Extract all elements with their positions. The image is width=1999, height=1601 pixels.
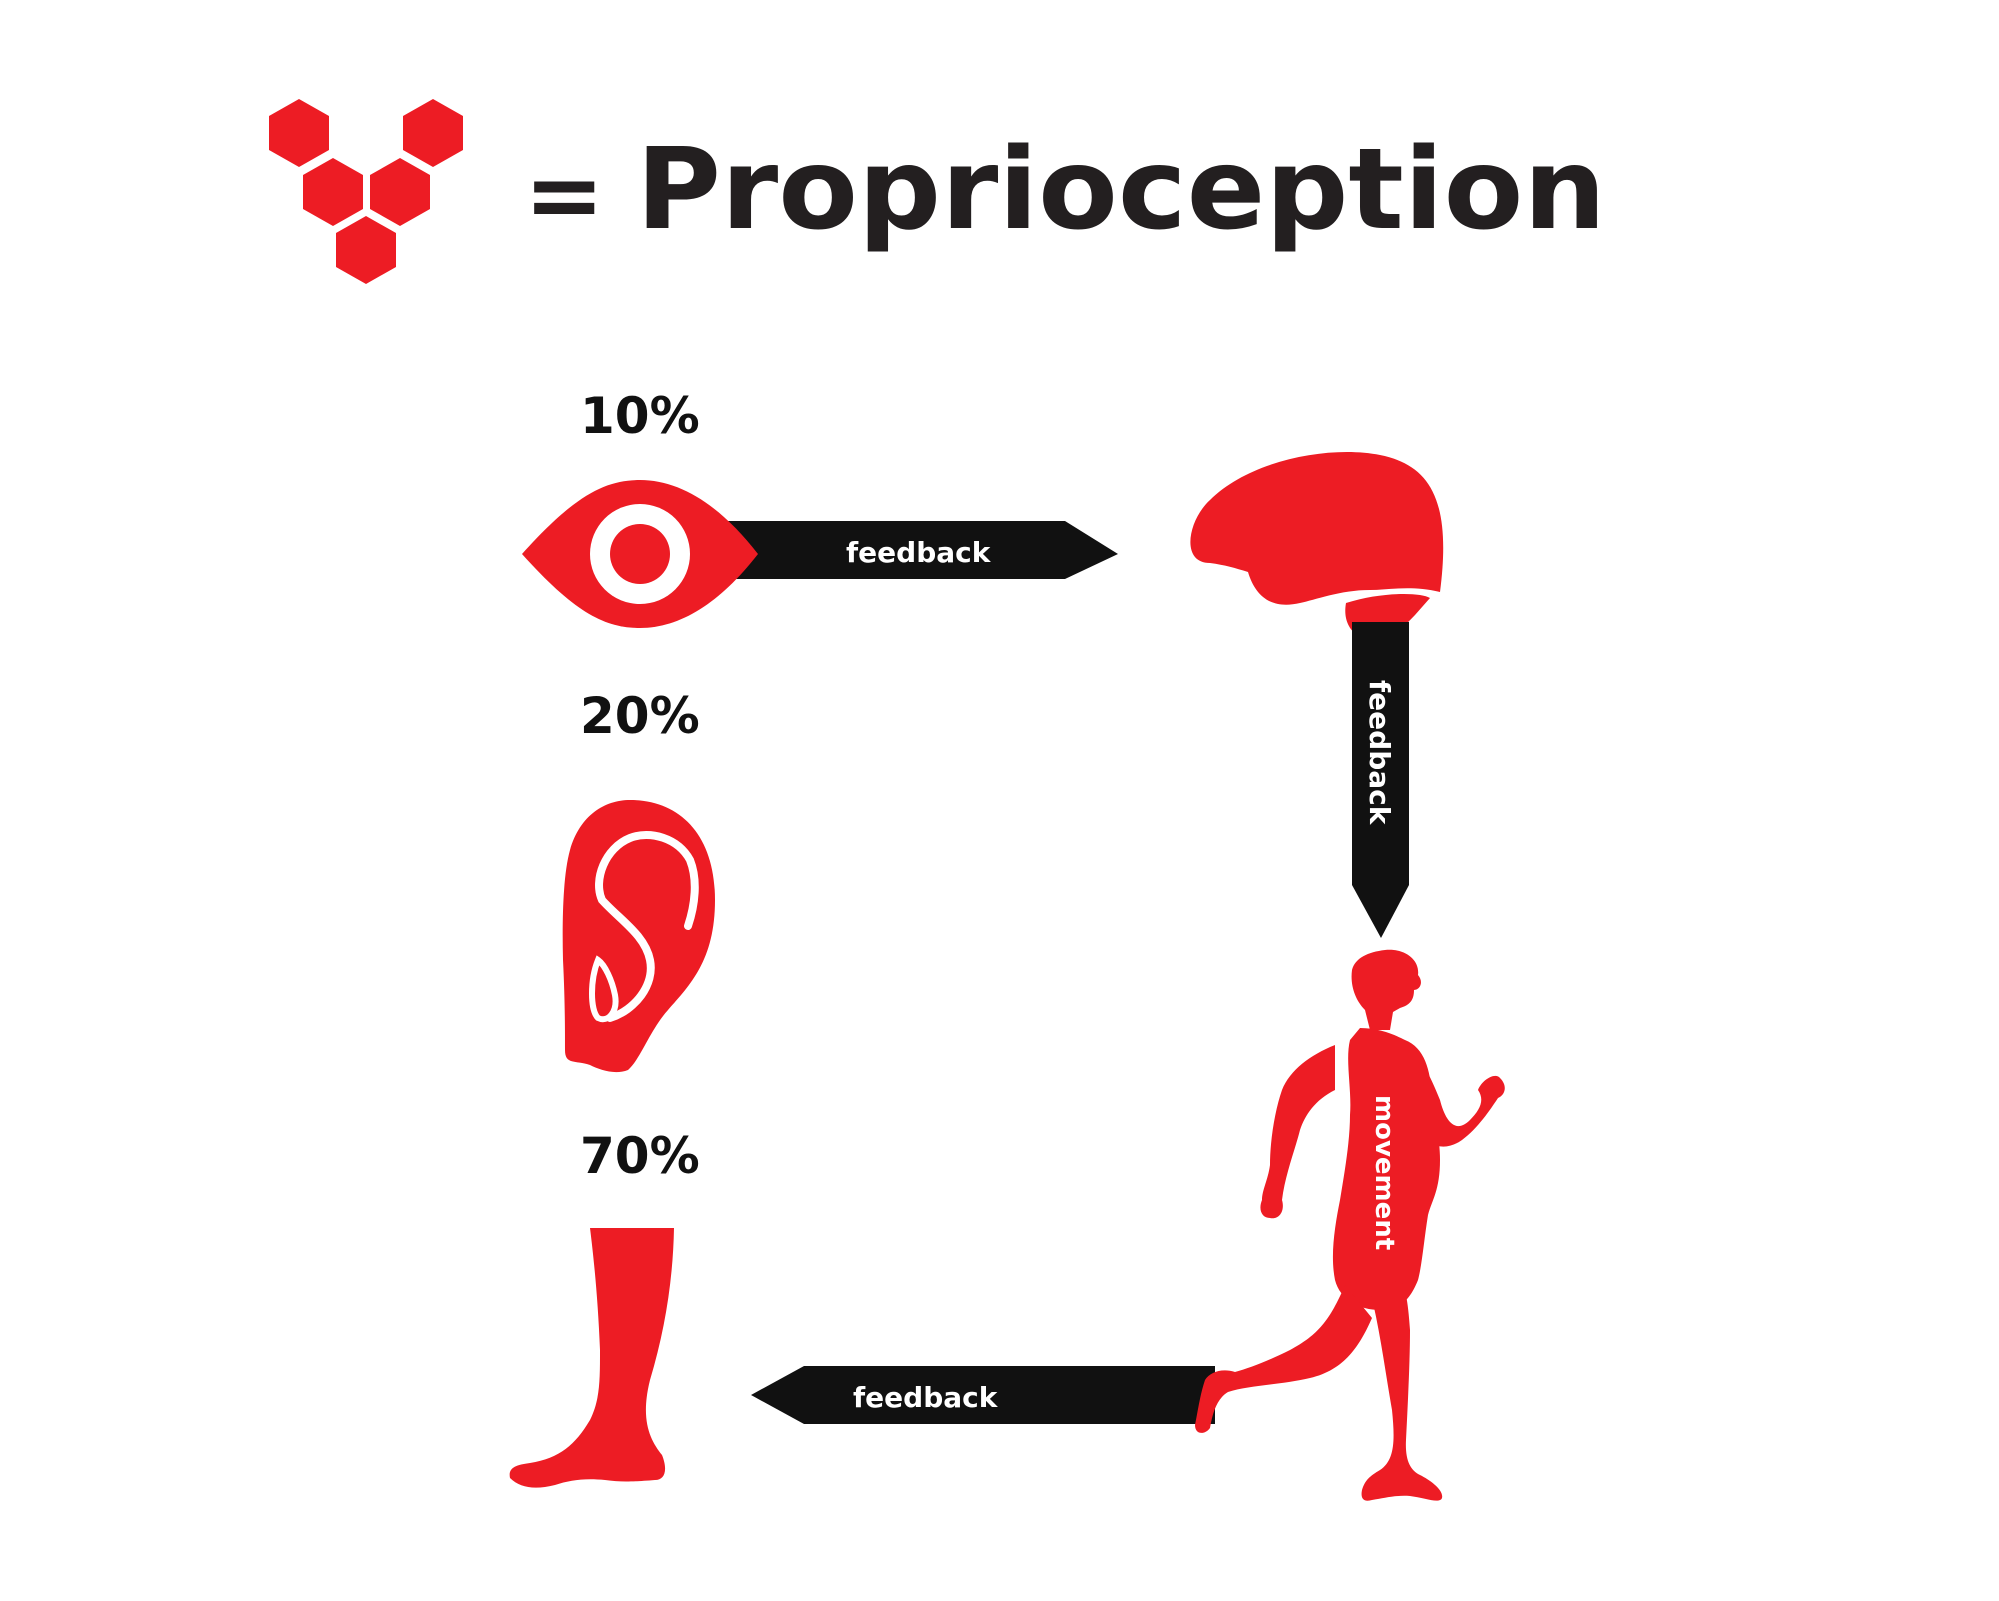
arrow-brain-to-body-label: feedback bbox=[1363, 680, 1396, 826]
arrow-brain-to-body: feedback bbox=[1352, 622, 1409, 938]
eye-percent: 10% bbox=[580, 387, 700, 445]
arrow-eye-to-brain-label: feedback bbox=[846, 536, 992, 569]
body-movement-label: movement bbox=[1369, 1095, 1399, 1250]
equals-sign: = bbox=[524, 139, 604, 251]
arrow-eye-to-brain: feedback bbox=[718, 521, 1118, 579]
arrow-body-to-leg-label: feedback bbox=[853, 1381, 999, 1414]
leg-icon bbox=[509, 1228, 674, 1488]
hexagon-logo-icon bbox=[269, 99, 463, 284]
brain-icon bbox=[1190, 452, 1444, 640]
ear-icon bbox=[562, 800, 715, 1073]
arrow-body-to-leg: feedback bbox=[751, 1366, 1215, 1424]
eye-icon bbox=[522, 480, 758, 628]
ear-percent: 20% bbox=[580, 687, 700, 745]
leg-percent: 70% bbox=[580, 1127, 700, 1185]
runner-icon: movement bbox=[1195, 949, 1505, 1501]
page-title: Proprioception bbox=[636, 125, 1606, 255]
